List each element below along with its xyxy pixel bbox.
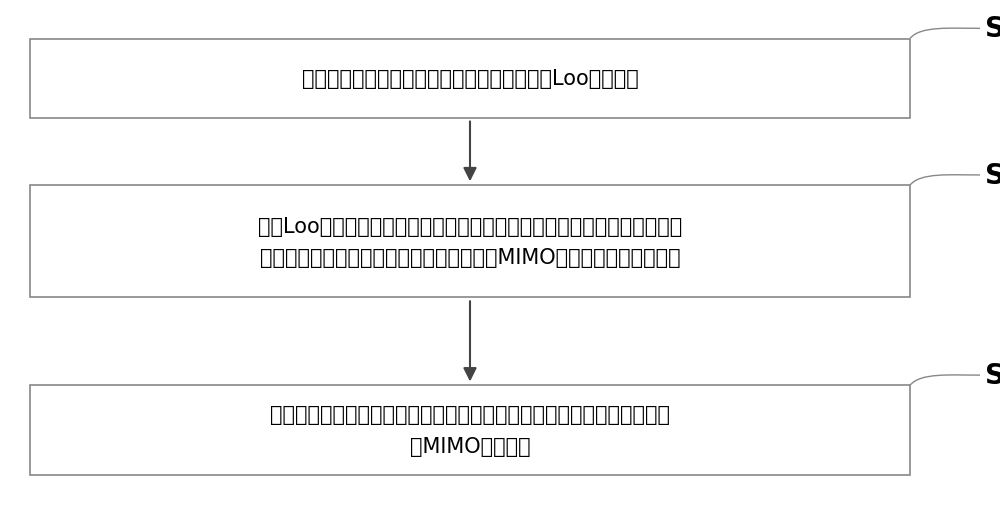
Bar <box>30 39 910 118</box>
Bar <box>30 386 910 474</box>
Text: 利用Loo模型建立每条等离子体黮套下的中继卫星子信道的大尺度衰落模型
和小尺度衰落模型，这些子信道经过双极化MIMO模型来产生极化相关性: 利用Loo模型建立每条等离子体黮套下的中继卫星子信道的大尺度衰落模型 和小尺度衰… <box>258 216 682 267</box>
Text: S102: S102 <box>985 162 1000 189</box>
Text: 联合每条子信道的大尺度衰落和小尺度衰落部分得到等离子体黮套下的极
化MIMO信道模型: 联合每条子信道的大尺度衰落和小尺度衰落部分得到等离子体黮套下的极 化MIMO信道… <box>270 405 670 456</box>
Bar <box>30 186 910 298</box>
Text: S101: S101 <box>985 15 1000 43</box>
Text: 利用等离子体黮套马尔科夫状态转移模型确定Loo信道参数: 利用等离子体黮套马尔科夫状态转移模型确定Loo信道参数 <box>302 69 638 89</box>
Text: S103: S103 <box>985 361 1000 389</box>
